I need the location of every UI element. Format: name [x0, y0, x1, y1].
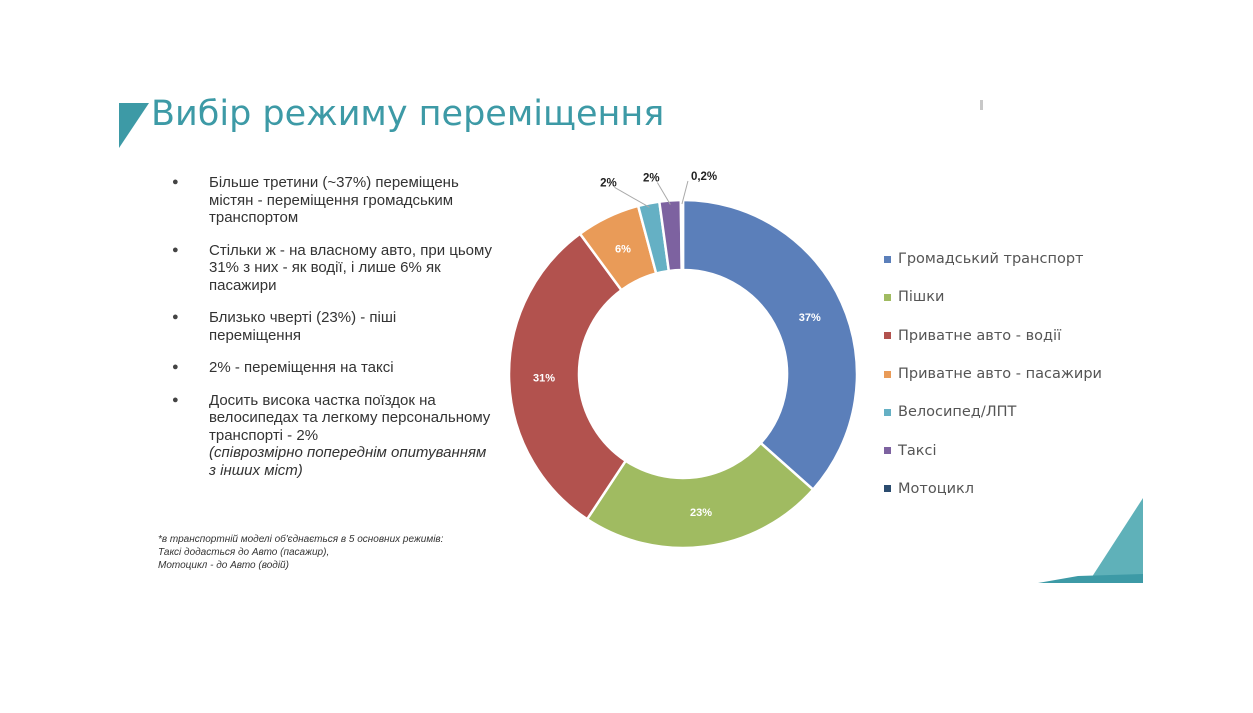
donut-slices	[507, 198, 859, 550]
legend-swatch	[884, 447, 891, 455]
bullet-dot-icon: ●	[172, 243, 179, 256]
legend-swatch	[884, 255, 891, 263]
data-label-1: 23%	[690, 507, 712, 519]
legend-item: Мотоцикл	[884, 470, 1102, 508]
footnote: *в транспортній моделі об'єднається в 5 …	[158, 533, 498, 572]
chart-legend: Громадський транспорт Пішки Приватне авт…	[884, 240, 1102, 508]
slice-6	[679, 198, 685, 272]
legend-label: Пішки	[898, 289, 945, 306]
legend-label: Велосипед/ЛПТ	[898, 404, 1017, 421]
bullet-item: ● Досить висока частка поїздок на велосип…	[172, 392, 492, 480]
scan-artifact	[980, 100, 983, 110]
data-label-5: 2%	[643, 172, 660, 184]
corner-wave-decoration	[1038, 498, 1143, 583]
legend-item: Приватне авто - пасажири	[884, 355, 1102, 393]
legend-label: Приватне авто - водії	[898, 327, 1062, 344]
legend-swatch	[884, 408, 891, 416]
data-label-3: 6%	[615, 244, 631, 256]
bullet-item: ● Стільки ж - на власному авто, при цьому…	[172, 242, 492, 295]
bullet-text: Більше третини (~37%) переміщень містян …	[209, 174, 459, 226]
footnote-line: *в транспортній моделі об'єднається в 5 …	[158, 534, 444, 545]
data-label-2: 31%	[533, 372, 555, 384]
legend-label: Громадський транспорт	[898, 251, 1084, 268]
donut-chart: 37% 23% 31% 6% 2% 2% 0,2%	[507, 171, 859, 550]
callout-line-4	[614, 186, 650, 208]
slice-2	[507, 231, 628, 521]
legend-item: Таксі	[884, 431, 1102, 469]
bullet-dot-icon: ●	[172, 393, 179, 406]
bullet-item: ● Більше третини (~37%) переміщень містян…	[172, 174, 492, 227]
bullet-dot-icon: ●	[172, 311, 179, 323]
legend-swatch	[884, 370, 891, 378]
corner-triangle-decoration	[119, 103, 149, 148]
legend-swatch	[884, 332, 891, 340]
legend-label: Таксі	[898, 442, 937, 459]
legend-label: Мотоцикл	[898, 480, 975, 497]
bullet-text: Близько чверті (23%) - піші переміщення	[209, 309, 397, 344]
legend-label: Приватне авто - пасажири	[898, 366, 1102, 383]
page-title: Вибір режиму переміщення	[151, 94, 665, 134]
data-label-0: 37%	[799, 312, 821, 324]
bullet-list: ● Більше третини (~37%) переміщень містян…	[172, 174, 492, 494]
donut-callouts	[614, 180, 689, 208]
footnote-line: Таксі додасться до Авто (пасажир),	[158, 547, 330, 558]
donut-labels: 37% 23% 31% 6% 2% 2% 0,2%	[533, 171, 821, 519]
slice-0	[681, 198, 859, 492]
bullet-dot-icon: ●	[172, 176, 179, 188]
data-label-6: 0,2%	[691, 171, 717, 183]
slice-1	[585, 441, 815, 550]
bullet-dot-icon: ●	[172, 361, 179, 373]
legend-item: Приватне авто - водії	[884, 317, 1102, 355]
legend-item: Громадський транспорт	[884, 240, 1102, 278]
callout-line-6	[681, 180, 689, 205]
legend-item: Пішки	[884, 278, 1102, 316]
legend-swatch	[884, 293, 891, 301]
bullet-item: ● 2% - переміщення на таксі	[172, 359, 492, 377]
data-label-4: 2%	[600, 177, 617, 189]
bullet-note: (співрозмірно попереднім опитуванням з і…	[209, 444, 487, 479]
footnote-line: Мотоцикл - до Авто (водій)	[158, 560, 289, 571]
legend-swatch	[884, 485, 891, 493]
legend-item: Велосипед/ЛПТ	[884, 393, 1102, 431]
bullet-text: 2% - переміщення на таксі	[209, 359, 394, 376]
bullet-text: Стільки ж - на власному авто, при цьому …	[209, 241, 492, 294]
callout-line-5	[656, 182, 671, 205]
bullet-item: ● Близько чверті (23%) - піші переміщення	[172, 309, 492, 344]
bullet-text: Досить висока частка поїздок на велосипе…	[209, 391, 491, 444]
